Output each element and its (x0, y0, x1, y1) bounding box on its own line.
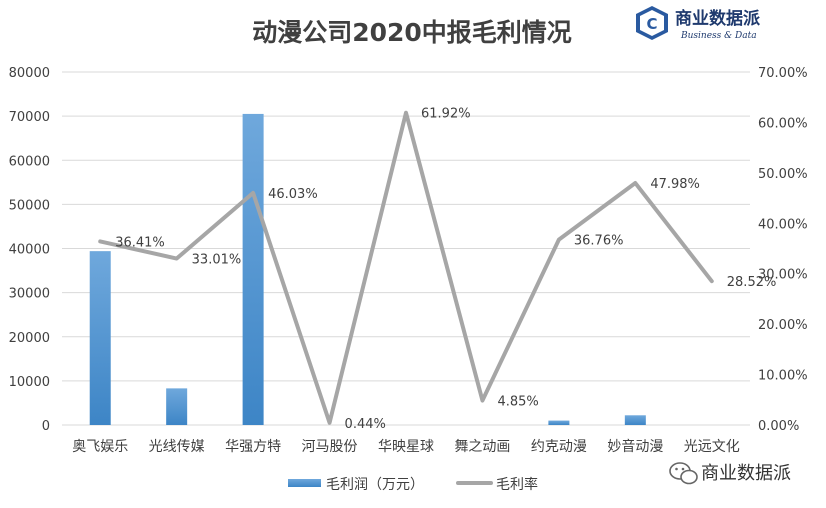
category-label: 华映星球 (378, 439, 434, 455)
left-tick-label: 50000 (9, 198, 50, 213)
data-label: 61.92% (421, 107, 471, 122)
category-label: 奥飞娱乐 (72, 438, 128, 455)
category-label: 河马股份 (302, 439, 358, 455)
left-tick-label: 80000 (9, 66, 50, 81)
right-tick-label: 30.00% (758, 268, 808, 283)
left-axis: 0 10000 20000 30000 40000 50000 60000 70000 8000… (9, 66, 50, 434)
right-tick-label: 70.00% (758, 66, 808, 81)
data-label: 36.41% (115, 235, 165, 250)
left-tick-label: 60000 (9, 154, 50, 169)
bar-series (89, 113, 646, 425)
category-axis: 奥飞娱乐 光线传媒 华强方特 河马股份 华映星球 舞之动画 约克动漫 妙音动漫 光远文化 (72, 438, 740, 455)
legend-bar-label: 毛利润（万元） (326, 477, 424, 493)
data-label: 46.03% (268, 187, 318, 202)
bar (89, 251, 111, 425)
left-tick-label: 30000 (9, 287, 50, 302)
left-tick-label: 40000 (9, 243, 50, 258)
legend: 毛利润（万元） 毛利率 (288, 476, 538, 493)
right-tick-label: 0.00% (758, 419, 799, 434)
bar (624, 415, 646, 425)
category-label: 妙音动漫 (607, 438, 663, 455)
cube-logo-icon: C (636, 6, 668, 40)
left-tick-label: 0 (42, 419, 50, 434)
legend-line-label: 毛利率 (496, 476, 538, 493)
left-tick-label: 10000 (9, 375, 50, 390)
left-tick-label: 20000 (9, 331, 50, 346)
data-label: 47.98% (650, 177, 700, 192)
chart-title: 动漫公司2020中报毛利情况 (252, 18, 572, 47)
data-label: 4.85% (497, 395, 538, 410)
right-tick-label: 60.00% (758, 116, 808, 131)
category-label: 约克动漫 (531, 439, 587, 455)
bar (548, 420, 570, 425)
category-label: 舞之动画 (454, 439, 510, 455)
right-tick-label: 50.00% (758, 167, 808, 182)
data-label: 0.44% (345, 417, 386, 432)
logo-name: 商业数据派 (675, 8, 761, 29)
wechat-icon (669, 462, 698, 485)
category-label: 光线传媒 (149, 439, 205, 455)
right-tick-label: 10.00% (758, 369, 808, 384)
watermark-text: 商业数据派 (701, 463, 791, 484)
logo-subtitle: Business & Data (680, 31, 757, 41)
bar (242, 113, 264, 425)
data-label: 28.52% (727, 275, 777, 290)
category-label: 光远文化 (684, 439, 740, 455)
right-tick-label: 20.00% (758, 318, 808, 333)
data-label: 36.76% (574, 234, 624, 249)
line-data-labels: 36.41% 33.01% 46.03% 0.44% 61.92% 4.85% 36.76%… (115, 107, 776, 432)
data-label: 33.01% (192, 253, 242, 268)
gridlines (62, 71, 750, 426)
legend-bar-swatch (288, 479, 321, 487)
right-axis: 0.00% 10.00% 20.00% 30.00% 40.00% 50.00% 60.00… (758, 66, 808, 434)
line-series (98, 110, 714, 425)
logo-letter: C (646, 15, 657, 33)
watermark: 商业数据派 (669, 462, 791, 485)
category-label: 华强方特 (225, 439, 281, 455)
margin-line (98, 110, 714, 425)
bar (166, 388, 188, 425)
brand-logo: C 商业数据派 Business & Data (636, 6, 761, 41)
right-tick-label: 40.00% (758, 217, 808, 232)
left-tick-label: 70000 (9, 110, 50, 125)
